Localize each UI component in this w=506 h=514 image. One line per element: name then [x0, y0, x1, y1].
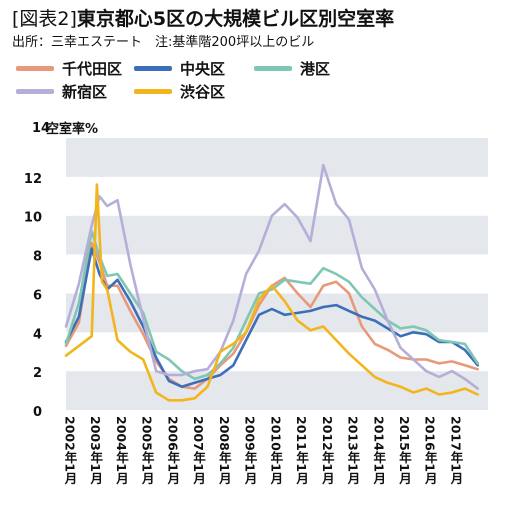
plot-band — [66, 138, 488, 177]
x-tick-label: 2012年1月 — [320, 416, 335, 485]
x-tick-label: 2016年1月 — [423, 416, 438, 485]
x-tick-label: 2014年1月 — [371, 416, 386, 485]
legend-swatch-minato — [254, 66, 292, 71]
y-tick-label: 8 — [33, 250, 42, 265]
y-tick-label: 14 — [32, 121, 50, 136]
legend-label-chiyoda: 千代田区 — [62, 60, 123, 78]
x-tick-label: 2004年1月 — [114, 416, 129, 485]
legend-swatch-chuo — [134, 66, 172, 71]
y-tick-label: 12 — [24, 172, 42, 187]
x-tick-label: 2006年1月 — [165, 416, 180, 485]
x-tick-label: 2017年1月 — [448, 416, 463, 485]
legend-label-minato: 港区 — [300, 60, 331, 78]
y-tick-label: 6 — [33, 288, 42, 303]
legend-label-shinjuku: 新宿区 — [62, 83, 108, 101]
y-tick-label: 2 — [33, 366, 42, 381]
plot-band — [66, 215, 488, 255]
source-note: 出所：三幸エステート 注:基準階200坪以上のビル — [12, 35, 315, 50]
series-line-3 — [64, 163, 480, 390]
series-line-1 — [64, 247, 480, 389]
title-text: 東京都心5区の大規模ビル区別空室率 — [76, 8, 395, 30]
series-line-4 — [64, 183, 480, 402]
series-lines — [64, 163, 480, 402]
x-tick-label: 2008年1月 — [217, 416, 232, 485]
legend-item-minato: 港区 — [254, 58, 330, 79]
x-axis-ticks: 2002年1月 2003年1月 2004年1月 2005年1月 2006年1月 2007年… — [63, 416, 464, 485]
plot-band — [66, 371, 488, 410]
x-tick-label: 2005年1月 — [140, 416, 155, 485]
figure-number: [図表2] — [12, 8, 77, 30]
y-tick-label: 10 — [24, 211, 42, 226]
x-tick-label: 2010年1月 — [268, 416, 283, 485]
x-tick-label: 2015年1月 — [397, 416, 412, 485]
x-tick-label: 2009年1月 — [243, 416, 258, 485]
x-tick-label: 2011年1月 — [294, 416, 309, 485]
x-tick-label: 2003年1月 — [88, 416, 103, 485]
legend-item-chuo: 中央区 — [134, 58, 225, 79]
x-tick-label: 2007年1月 — [191, 416, 206, 485]
legend-label-chuo: 中央区 — [180, 60, 226, 78]
legend-swatch-shinjuku — [16, 89, 54, 94]
legend-swatch-chiyoda — [16, 66, 54, 71]
legend-label-shibuya: 渋谷区 — [180, 83, 226, 101]
x-tick-label: 2013年1月 — [346, 416, 361, 485]
legend-item-chiyoda: 千代田区 — [16, 58, 122, 79]
y-axis-ticks: 0 2 4 6 8 10 12 14 — [24, 121, 50, 420]
y-axis-label: 空室率% — [46, 121, 98, 137]
x-tick-label: 2002年1月 — [63, 416, 78, 485]
chart-title: [図表2]東京都心5区の大規模ビル区別空室率 — [12, 4, 394, 31]
y-tick-label: 4 — [33, 327, 42, 342]
legend-swatch-shibuya — [134, 89, 172, 94]
series-line-0 — [64, 241, 480, 390]
y-tick-label: 0 — [33, 405, 42, 420]
plot-band — [66, 176, 488, 216]
legend-item-shibuya: 渋谷区 — [134, 81, 225, 102]
legend-item-shinjuku: 新宿区 — [16, 81, 107, 102]
